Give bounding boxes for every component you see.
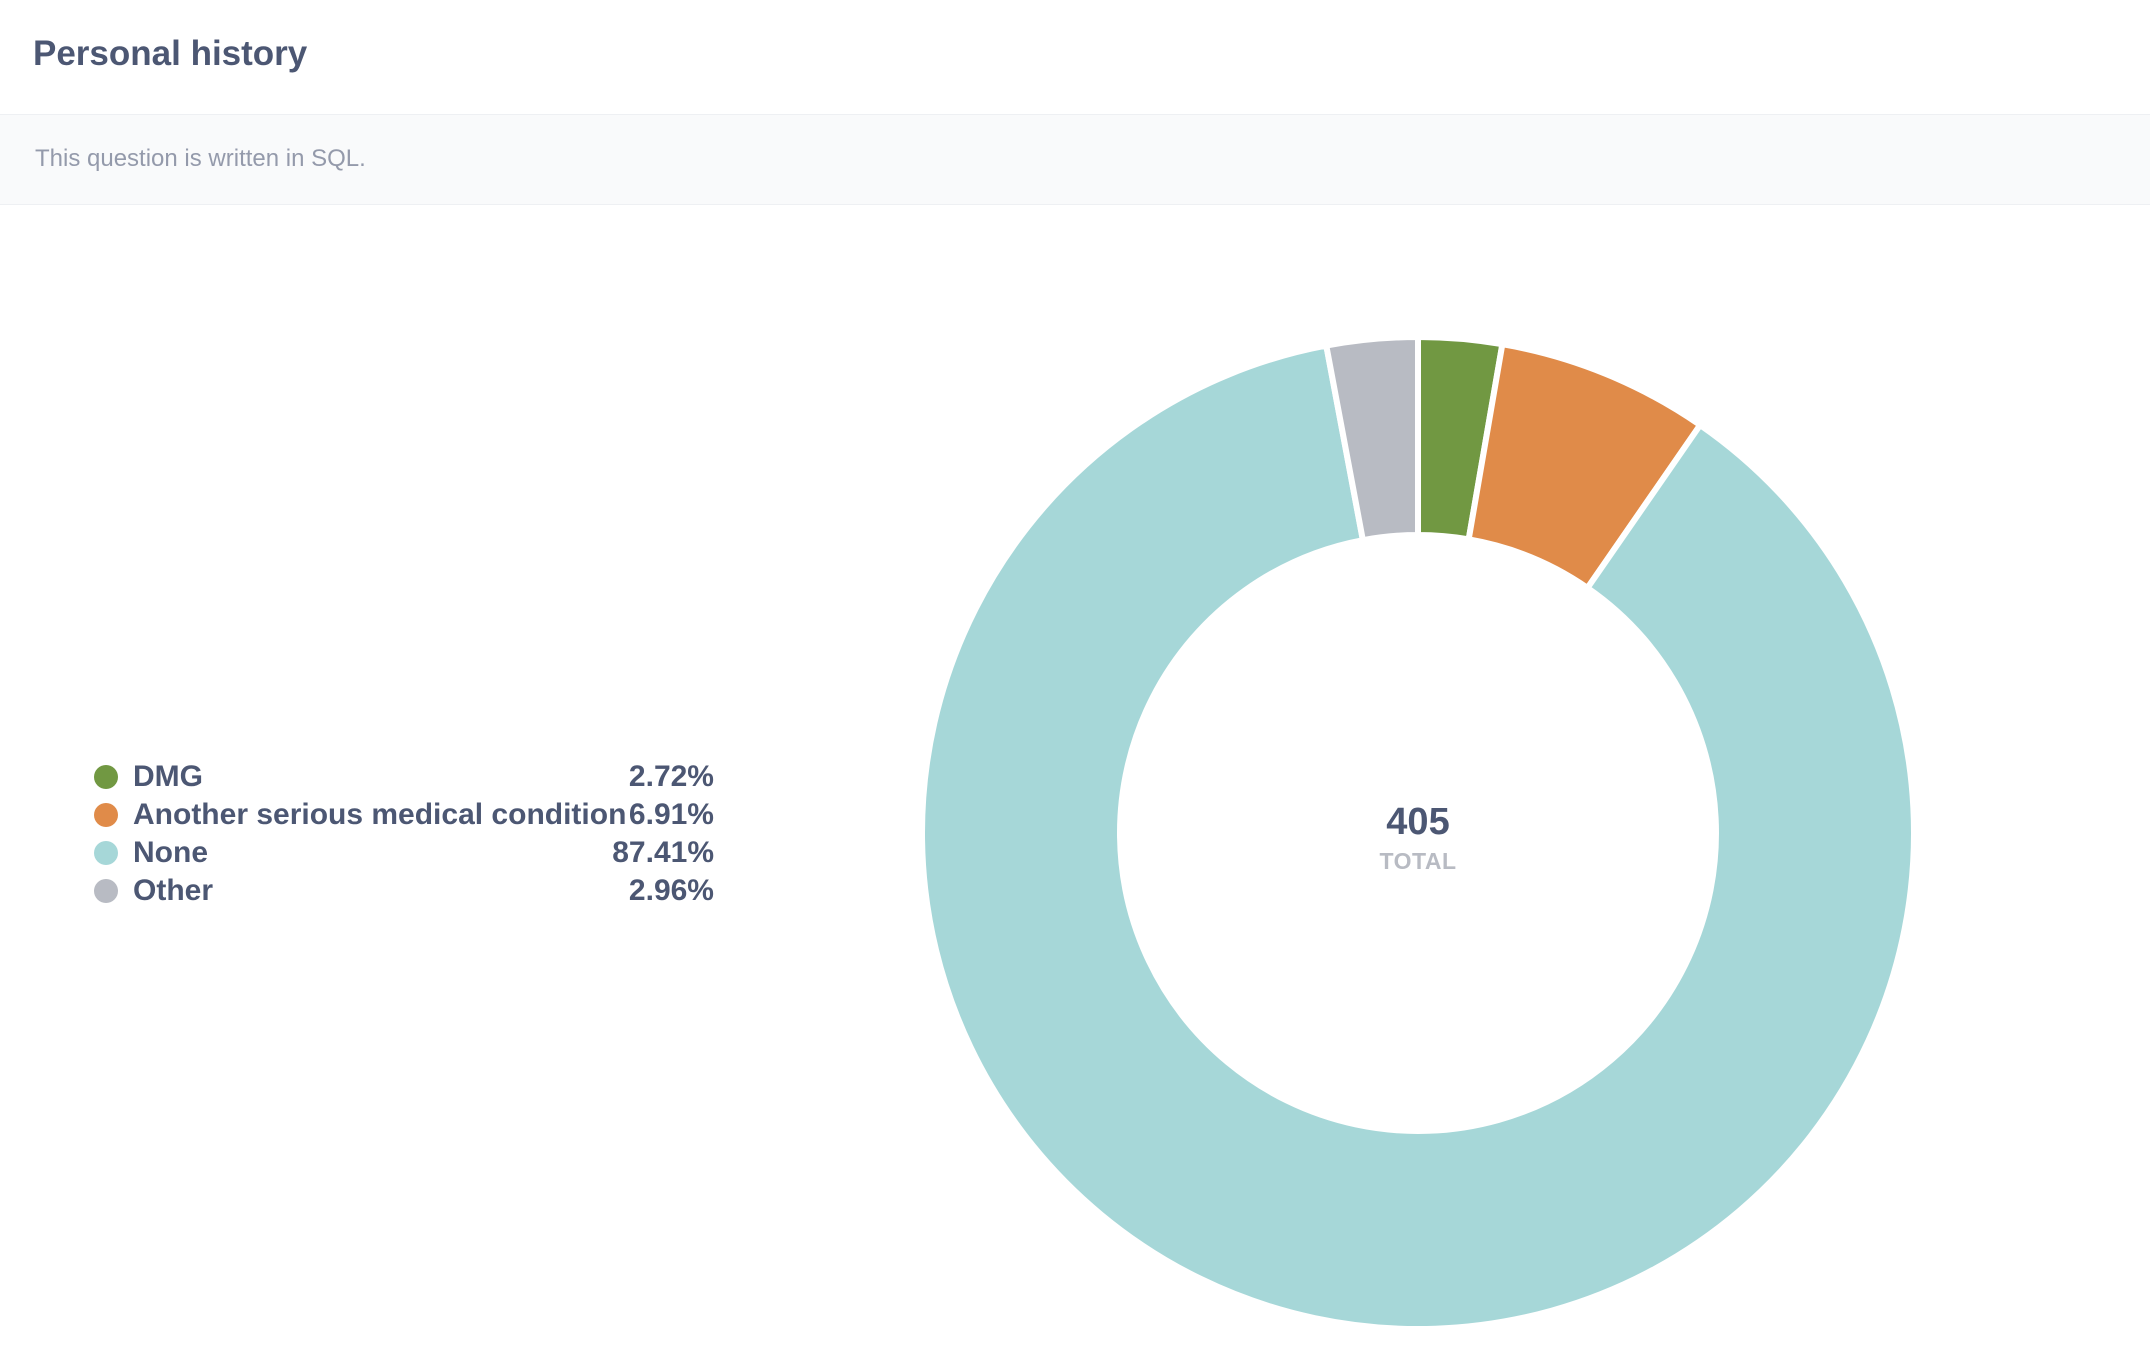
legend-dot-dmg [94, 765, 118, 789]
legend-item-other[interactable]: Other 2.96% [94, 872, 714, 910]
legend-dot-none [94, 841, 118, 865]
donut-total-label: TOTAL [1379, 848, 1456, 874]
page-title[interactable]: Personal history [33, 34, 308, 73]
description-bar: This question is written in SQL. [0, 115, 2150, 205]
legend-item-dmg[interactable]: DMG 2.72% [94, 758, 714, 796]
legend-label: DMG [133, 760, 203, 793]
legend-label: None [133, 836, 208, 869]
description-text: This question is written in SQL. [35, 145, 366, 172]
donut-slice-none[interactable] [918, 342, 1917, 1332]
legend-percent: 2.72% [628, 760, 714, 793]
legend-item-none[interactable]: None 87.41% [94, 834, 714, 872]
legend: DMG 2.72% Another serious medical condit… [94, 758, 714, 910]
donut-total-value: 405 [1386, 801, 1449, 843]
legend-dot-another-serious-medical-condition [94, 803, 118, 827]
legend-percent: 87.41% [612, 836, 714, 869]
legend-label: Another serious medical condition [133, 798, 627, 831]
legend-dot-other [94, 879, 118, 903]
donut-slice-other[interactable] [1322, 333, 1421, 544]
donut-slices [918, 333, 1917, 1332]
legend-percent: 2.96% [628, 874, 714, 907]
legend-percent: 6.91% [628, 798, 714, 831]
title-bar: Personal history [0, 0, 2150, 115]
legend-label: Other [133, 874, 214, 907]
legend-item-another-serious-medical-condition[interactable]: Another serious medical condition 6.91% [94, 796, 714, 834]
